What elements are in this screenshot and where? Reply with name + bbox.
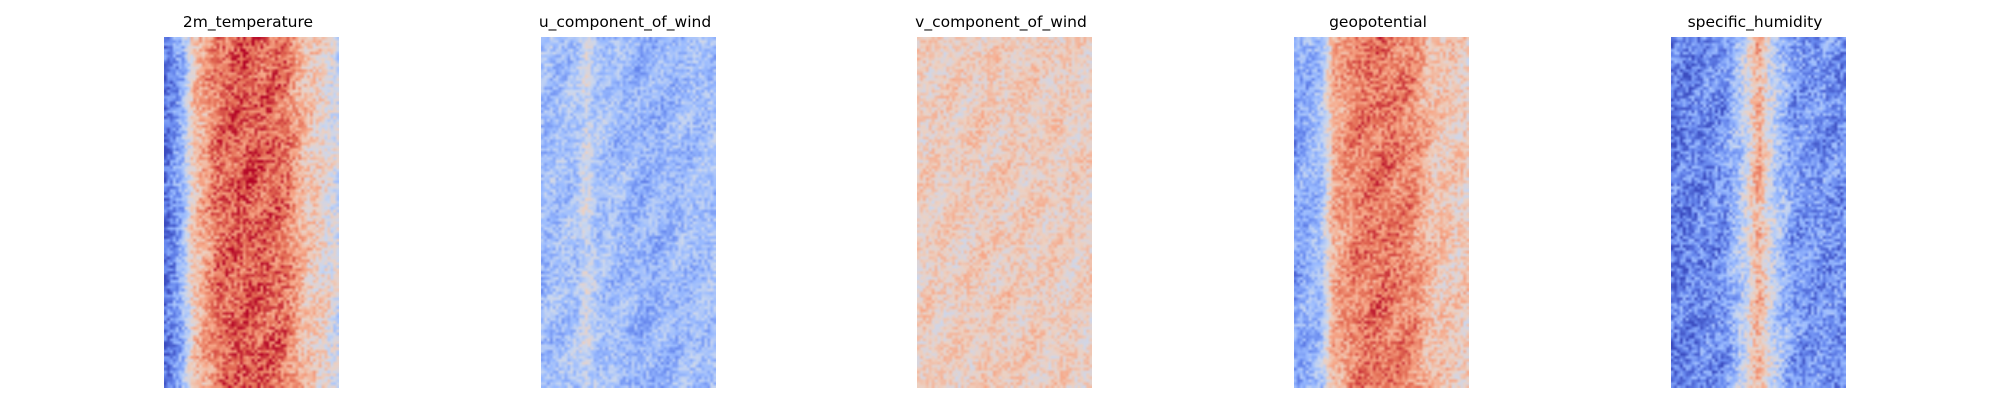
panel-specific-humidity: specific_humidity [1660, 0, 1850, 400]
heatmap-u-component-of-wind [541, 37, 716, 388]
heatmap-geopotential [1294, 37, 1469, 388]
panel-geopotential: geopotential [1283, 0, 1473, 400]
heatmap-specific-humidity [1671, 37, 1846, 388]
panel-title: geopotential [1329, 13, 1427, 31]
panel-v-component-of-wind: v_component_of_wind [906, 0, 1096, 400]
panel-title: specific_humidity [1687, 13, 1823, 31]
heatmap-2m-temperature [164, 37, 339, 388]
panel-u-component-of-wind: u_component_of_wind [530, 0, 720, 400]
panel-title: 2m_temperature [182, 13, 314, 31]
panel-title: u_component_of_wind [538, 13, 712, 31]
panel-title: v_component_of_wind [915, 13, 1087, 31]
heatmap-v-component-of-wind [917, 37, 1092, 388]
panel-2m-temperature: 2m_temperature [153, 0, 343, 400]
